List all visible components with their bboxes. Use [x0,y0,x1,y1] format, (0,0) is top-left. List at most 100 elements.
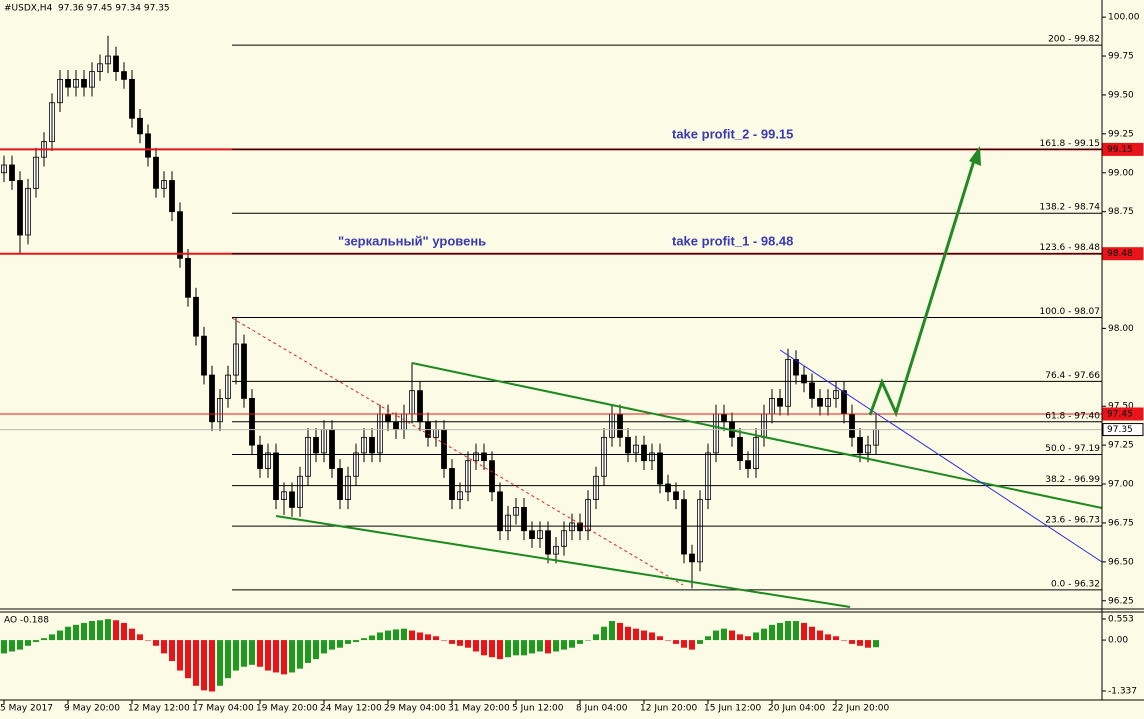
ao-bar [849,640,855,644]
ao-bar [65,626,71,641]
ao-bar [17,640,23,650]
ao-bar [865,640,871,648]
x-tick-label: 15 Jun 12:00 [704,704,761,714]
ao-bar [105,619,111,641]
ao-bar [433,636,439,641]
ao-bar [305,640,311,663]
ao-bar [353,640,359,642]
ao-bar [25,640,31,646]
ao-bar [289,640,295,673]
fib-label: 38.2 - 96.99 [1045,475,1100,485]
ao-bar [425,634,431,641]
price-tag [1102,407,1144,421]
ao-bar [481,640,487,656]
ao-bar [601,626,607,641]
ao-bar [825,634,831,641]
ao-bar [545,640,551,654]
y-tick-label: 97.00 [1108,480,1134,490]
x-tick-label: 20 Jun 04:00 [768,704,825,714]
ao-bar [129,628,135,641]
fib-label: 23.6 - 96.73 [1045,516,1100,526]
ao-bar [809,626,815,641]
ao-bar [441,640,447,641]
price-tag-label: 98.48 [1107,249,1133,259]
ao-bar [1,640,7,654]
ao-bar [153,640,159,646]
ao-bar [633,628,639,641]
fib-label: 123.6 - 98.48 [1040,243,1101,253]
ao-bar [281,640,287,675]
x-tick-label: 12 May 12:00 [128,704,190,714]
ao-bar [705,636,711,641]
indicator-tick-label: -1.337 [1108,687,1137,697]
ao-bar [169,640,175,662]
ao-bar [113,620,119,641]
ao-bar [465,640,471,648]
ao-bar [489,640,495,658]
y-tick-label: 100.00 [1108,13,1140,23]
x-tick-label: 29 May 04:00 [384,704,446,714]
ao-bar [617,622,623,641]
indicator-name: AO -0.188 [4,616,49,626]
ao-bar [585,640,591,641]
x-tick-label: 17 May 04:00 [192,704,254,714]
ao-bar [817,630,823,641]
ao-bar [577,640,583,644]
ao-bar [753,632,759,641]
ao-bar [177,640,183,671]
y-tick-label: 99.25 [1108,129,1134,139]
ao-bar [81,622,87,641]
ao-bar [649,632,655,641]
ao-bar [345,640,351,644]
ao-bar [673,640,679,644]
x-tick-label: 9 May 20:00 [64,704,120,714]
ao-bar [337,640,343,648]
price-tag-label: 99.15 [1107,145,1133,155]
ao-bar [593,634,599,641]
ao-bar [249,640,255,665]
fib-label: 76.4 - 97.66 [1045,371,1100,381]
ao-bar [769,624,775,641]
y-tick-label: 98.75 [1108,207,1134,217]
ao-bar [145,640,151,641]
ao-bar [657,636,663,641]
channel-upper [411,362,1103,509]
ao-bar [257,640,263,667]
x-tick-label: 12 Jun 20:00 [640,704,697,714]
ao-bar [681,640,687,648]
x-tick-label: 24 May 12:00 [320,704,382,714]
ao-bar [561,640,567,650]
ao-bar [785,621,791,641]
ao-bar [73,624,79,641]
ao-bar [449,640,455,644]
ao-bar [89,621,95,641]
fib-label: 100.0 - 98.07 [1040,307,1101,317]
ao-bar [417,632,423,641]
ao-bar [745,636,751,641]
ao-bar [409,630,415,641]
ao-bar [625,626,631,641]
ao-bar [385,630,391,641]
ao-bar [569,640,575,648]
ao-bar [513,640,519,656]
annotation: take profit_2 - 99.15 [672,126,793,141]
y-tick-label: 99.75 [1108,52,1134,62]
x-tick-label: 5 May 2017 [0,704,53,714]
fib-label: 200 - 99.82 [1048,35,1100,45]
indicator-tick-label: 0.553 [1108,615,1134,625]
y-tick-label: 97.25 [1108,441,1134,451]
channel-lower [275,515,851,608]
x-tick-label: 31 May 20:00 [448,704,510,714]
y-tick-label: 96.75 [1108,518,1134,528]
annotation: "зеркальный" уровень [338,233,486,248]
ao-bar [721,628,727,641]
ao-bar [393,629,399,641]
ao-bar [801,622,807,641]
ao-bar [33,640,39,642]
ao-bar [137,634,143,641]
ao-bar [833,636,839,641]
ao-bar [41,638,47,641]
ao-bar [369,635,375,641]
y-tick-label: 99.50 [1108,90,1134,100]
